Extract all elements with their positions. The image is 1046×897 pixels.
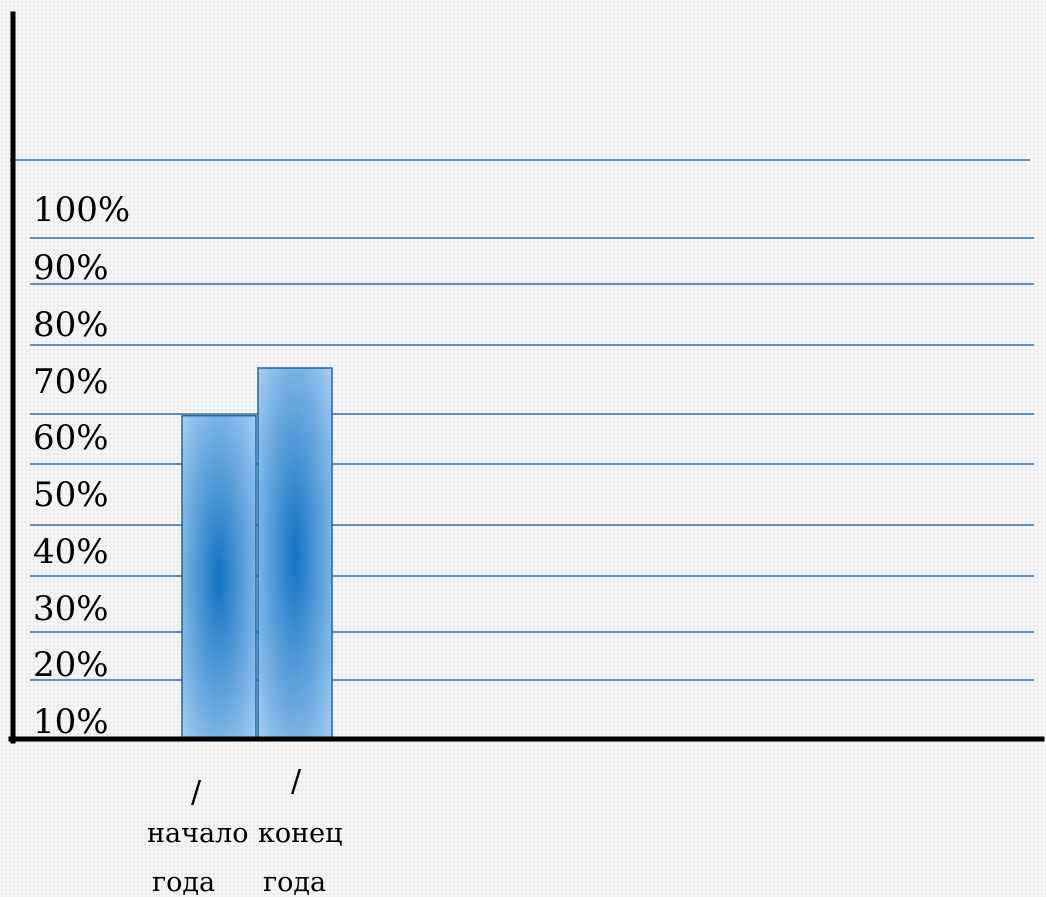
bars <box>181 367 333 740</box>
y-tick-label: 90% <box>33 248 109 288</box>
category-label: начало <box>147 818 248 849</box>
y-tick-label: 10% <box>33 702 109 742</box>
grid-lines <box>10 159 1034 681</box>
y-tick-label: 40% <box>33 532 109 572</box>
bar <box>181 414 257 740</box>
y-tick-label: 80% <box>33 305 109 345</box>
y-tick-label: 60% <box>33 418 109 458</box>
category-mark: / <box>291 764 302 799</box>
bar <box>257 367 333 740</box>
x-category-labels: / начало года / конец года <box>147 764 342 897</box>
category-label: года <box>152 867 215 897</box>
y-tick-label: 50% <box>33 475 109 515</box>
category-label: года <box>263 867 326 897</box>
category-mark: / <box>191 775 202 810</box>
category-label: конец <box>258 818 342 849</box>
axes <box>8 11 1045 744</box>
y-tick-label: 20% <box>33 645 109 685</box>
y-tick-label: 100% <box>33 190 130 230</box>
y-tick-label: 30% <box>33 589 109 629</box>
y-tick-label: 70% <box>33 362 109 402</box>
y-tick-labels: 10% 20% 30% 40% 50% 60% 70% 80% 90% 100% <box>33 190 130 742</box>
